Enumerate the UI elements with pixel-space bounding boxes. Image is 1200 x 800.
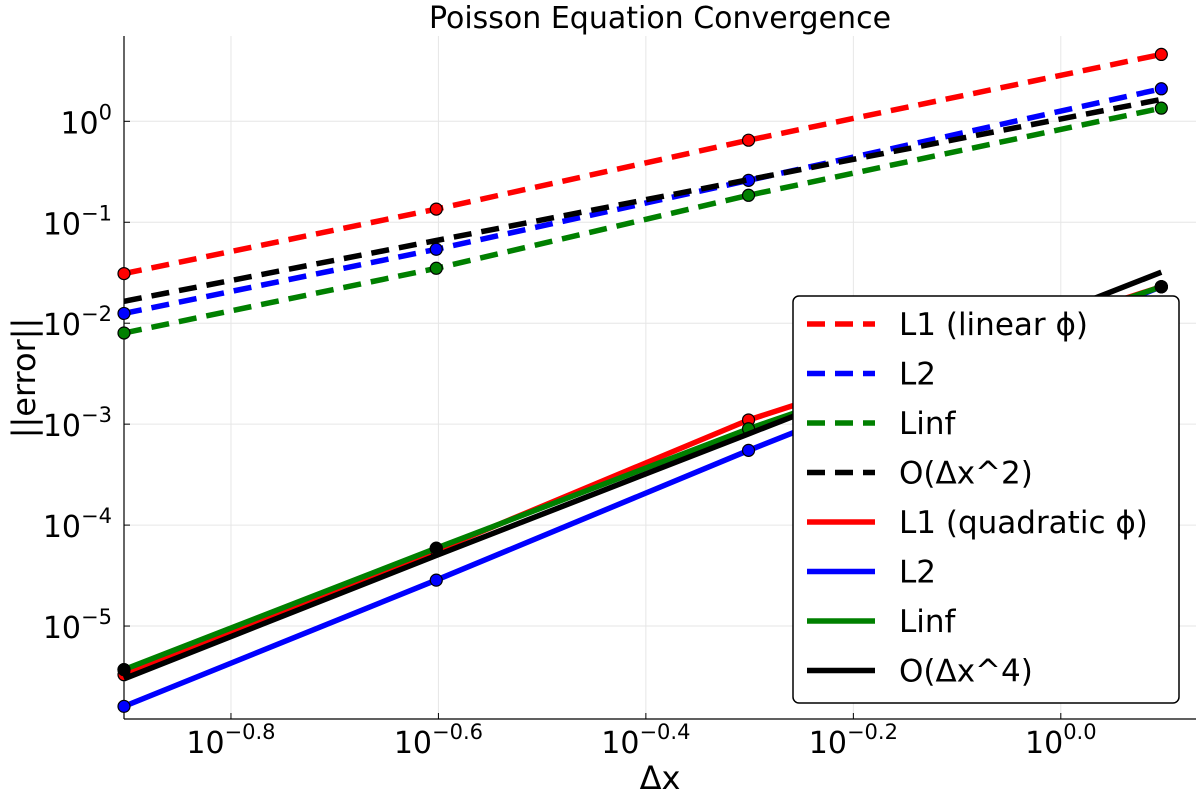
- x-axis-label: Δx: [640, 759, 681, 797]
- data-point: [117, 326, 131, 340]
- x-tick-label: 10−0.2: [809, 720, 898, 761]
- tick-labels: 10−0.8 10−0.6 10−0.4 10−0.2 100.0 10−5 10−4 10−…: [43, 100, 1097, 761]
- x-tick-label: 100.0: [1025, 720, 1097, 761]
- data-point: [117, 306, 131, 321]
- legend-label: O(Δx^4): [899, 654, 1033, 690]
- y-tick-label: 10−3: [43, 403, 112, 444]
- data-point: [1154, 101, 1168, 115]
- data-point: [429, 261, 443, 275]
- data-point: [741, 188, 756, 202]
- legend-box: [792, 295, 1180, 704]
- data-point: [117, 699, 131, 713]
- x-tick-label: 10−0.6: [394, 720, 483, 761]
- chart-title: Poisson Equation Convergence: [429, 1, 891, 36]
- y-tick-label: 10−4: [43, 504, 112, 545]
- series-line: [123, 51, 1162, 277]
- series: [117, 47, 1168, 713]
- y-tick-label: 10−2: [43, 302, 112, 343]
- series-line: [123, 86, 1162, 317]
- data-point: [429, 202, 443, 216]
- data-point: [741, 133, 756, 147]
- series-2: [117, 101, 1168, 340]
- legend-label: O(Δx^2): [899, 456, 1033, 492]
- data-point: [117, 267, 131, 281]
- legend: L1 (linear ϕ) L2 Linf O(Δx^2) L1 (quadratic …: [792, 295, 1180, 704]
- data-point: [1154, 280, 1168, 294]
- data-point: [429, 242, 443, 256]
- x-tick-label: 10−0.8: [186, 720, 275, 761]
- series-line: [123, 96, 1162, 304]
- series-1: [117, 82, 1168, 321]
- y-tick-label: 10−1: [43, 201, 112, 242]
- series-3: [123, 96, 1162, 304]
- x-tick-label: 10−0.4: [601, 720, 690, 761]
- legend-label: L2: [899, 555, 936, 591]
- y-tick-label: 100: [60, 100, 112, 141]
- legend-label: Linf: [899, 406, 957, 442]
- series-line: [123, 105, 1162, 336]
- legend-label: L1 (linear ϕ): [899, 307, 1088, 343]
- y-axis-label: ||error||: [5, 318, 43, 439]
- series-0: [117, 47, 1168, 281]
- data-point: [429, 541, 443, 555]
- legend-label: L1 (quadratic ϕ): [899, 505, 1148, 541]
- data-point: [1154, 82, 1168, 96]
- data-point: [429, 573, 443, 587]
- data-point: [1154, 47, 1168, 62]
- legend-label: L2: [899, 357, 936, 393]
- y-tick-label: 10−5: [43, 605, 112, 646]
- legend-label: Linf: [899, 604, 957, 640]
- data-point: [117, 663, 131, 677]
- axes: [123, 36, 1196, 720]
- data-point: [741, 443, 756, 457]
